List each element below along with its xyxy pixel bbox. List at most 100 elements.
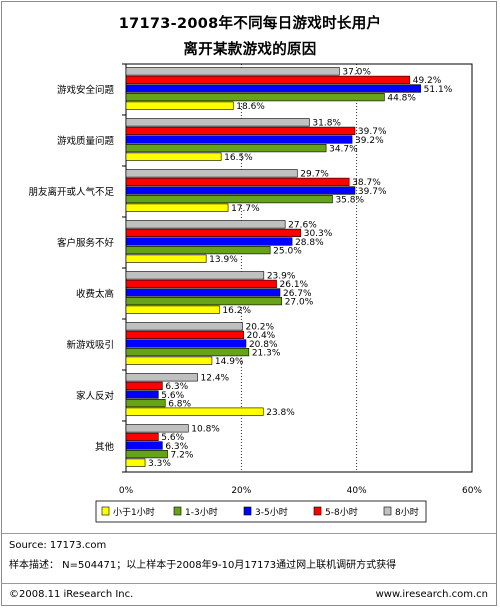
legend-label: 3-5小时 bbox=[255, 506, 288, 518]
bar bbox=[125, 118, 310, 127]
data-label: 16.2% bbox=[222, 306, 251, 316]
bar bbox=[125, 398, 166, 408]
category-label: 客户服务不好 bbox=[57, 237, 115, 249]
legend-swatch bbox=[243, 506, 252, 516]
bar bbox=[125, 339, 247, 348]
category-label: 新游戏吸引 bbox=[66, 339, 114, 351]
bar bbox=[125, 322, 243, 331]
bar bbox=[125, 296, 282, 306]
bar bbox=[125, 237, 293, 246]
footer-separator-top bbox=[2, 533, 496, 534]
bar-chart: 0% 20% 40% 60% 游戏安全问题 37.0% 49.2%51.1% 44.8% 18.… bbox=[28, 63, 482, 523]
category-label: 其他 bbox=[95, 441, 115, 453]
category-label: 游戏安全问题 bbox=[57, 84, 115, 96]
category-label: 收费太高 bbox=[76, 288, 114, 300]
data-label: 20.4% bbox=[247, 331, 276, 341]
data-label: 34.7% bbox=[329, 144, 358, 154]
bar bbox=[125, 75, 411, 84]
x-tick-label: 20% bbox=[231, 486, 251, 496]
bar bbox=[125, 152, 222, 161]
data-label: 5.6% bbox=[161, 433, 184, 443]
data-label: 12.4% bbox=[201, 374, 230, 384]
category-label: 家人反对 bbox=[76, 390, 115, 402]
bar bbox=[125, 254, 207, 263]
data-label: 18.6% bbox=[236, 102, 265, 112]
data-label: 37.0% bbox=[342, 68, 371, 78]
data-label: 14.9% bbox=[215, 357, 244, 367]
bar bbox=[125, 135, 353, 144]
legend-label: 1-3小时 bbox=[185, 506, 218, 518]
data-label: 6.3% bbox=[165, 382, 188, 392]
legend-label: 小于1小时 bbox=[113, 506, 155, 518]
bar bbox=[125, 144, 327, 153]
website-text: www.iresearch.com.cn bbox=[375, 589, 488, 600]
data-label: 39.7% bbox=[358, 127, 387, 137]
bar bbox=[125, 305, 220, 314]
x-tick-label: 0% bbox=[119, 486, 134, 496]
data-label: 6.8% bbox=[168, 399, 191, 409]
bar bbox=[125, 220, 286, 229]
bar bbox=[125, 432, 159, 442]
bar bbox=[125, 101, 234, 110]
data-label: 44.8% bbox=[387, 93, 416, 103]
data-label: 21.3% bbox=[252, 348, 281, 358]
bar bbox=[125, 126, 356, 135]
bar bbox=[125, 407, 264, 416]
data-label: 39.7% bbox=[358, 187, 387, 197]
data-label: 39.2% bbox=[355, 136, 384, 146]
x-tick-label: 40% bbox=[347, 486, 367, 496]
data-label: 28.8% bbox=[295, 238, 324, 248]
chart-title-line2: 离开某款游戏的原因 bbox=[183, 42, 317, 58]
bar bbox=[125, 203, 229, 212]
legend-label: 5-8小时 bbox=[325, 506, 358, 518]
data-label: 23.8% bbox=[266, 408, 295, 418]
data-label: 17.7% bbox=[231, 204, 260, 214]
data-label: 30.3% bbox=[304, 229, 333, 239]
data-label: 27.6% bbox=[288, 221, 317, 231]
bar bbox=[125, 84, 421, 93]
bar bbox=[125, 228, 302, 238]
bar bbox=[125, 271, 265, 280]
data-label: 7.2% bbox=[171, 450, 194, 460]
data-label: 6.3% bbox=[165, 442, 188, 452]
data-label: 20.2% bbox=[245, 323, 274, 333]
chart-title-line1: 17173-2008年不同每日游戏时长用户 bbox=[118, 16, 382, 32]
bar bbox=[125, 347, 250, 357]
bar bbox=[125, 381, 163, 391]
bar bbox=[125, 246, 271, 255]
bar bbox=[125, 177, 350, 187]
footer-separator-bottom bbox=[2, 583, 496, 584]
x-tick-label: 60% bbox=[462, 486, 482, 496]
bar bbox=[125, 449, 168, 459]
data-label: 38.7% bbox=[352, 178, 381, 188]
category-label: 游戏质量问题 bbox=[57, 135, 115, 147]
bar bbox=[125, 458, 146, 467]
bar bbox=[125, 67, 340, 76]
data-label: 5.6% bbox=[161, 391, 184, 401]
legend-swatch bbox=[101, 506, 110, 516]
bar bbox=[125, 356, 213, 365]
data-label: 10.8% bbox=[191, 425, 220, 435]
bar bbox=[125, 330, 244, 340]
legend-box bbox=[95, 500, 427, 523]
data-label: 51.1% bbox=[424, 85, 453, 95]
data-label: 23.9% bbox=[267, 272, 296, 282]
sample-description: 样本描述： N=504471；以上样本于2008年9-10月17173通过网上联… bbox=[9, 560, 397, 571]
bar bbox=[125, 424, 189, 433]
category-label: 朋友离开或人气不足 bbox=[28, 186, 114, 198]
bar bbox=[125, 279, 277, 289]
data-label: 13.9% bbox=[209, 255, 238, 265]
bar bbox=[125, 93, 385, 102]
bar bbox=[125, 169, 298, 178]
bar bbox=[125, 288, 281, 297]
data-label: 31.8% bbox=[312, 119, 341, 129]
bar bbox=[125, 373, 198, 382]
bar bbox=[125, 195, 333, 204]
data-label: 25.0% bbox=[273, 246, 302, 256]
legend-label: 8小时 bbox=[395, 506, 419, 518]
copyright-text: ©2008.11 iResearch Inc. bbox=[9, 589, 134, 600]
data-label: 16.5% bbox=[224, 153, 253, 163]
legend-swatch bbox=[173, 506, 182, 516]
data-label: 49.2% bbox=[413, 76, 442, 86]
